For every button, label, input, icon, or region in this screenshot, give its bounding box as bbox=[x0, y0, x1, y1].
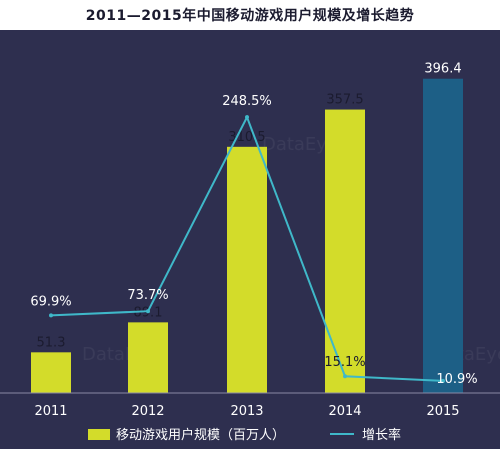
bar-value-label: 51.3 bbox=[37, 335, 66, 350]
bar-value-label: 357.5 bbox=[326, 93, 363, 108]
x-tick-label: 2014 bbox=[328, 404, 361, 419]
x-tick-label: 2015 bbox=[426, 404, 459, 419]
legend-bar-label: 移动游戏用户规模（百万人） bbox=[116, 427, 285, 443]
growth-rate-point bbox=[245, 115, 249, 120]
bar-value-label: 396.4 bbox=[424, 62, 461, 77]
legend-line-label: 增长率 bbox=[362, 427, 401, 443]
growth-rate-point bbox=[343, 374, 347, 379]
bar-2013 bbox=[227, 146, 267, 393]
growth-rate-label: 73.7% bbox=[127, 288, 168, 303]
x-tick-label: 2012 bbox=[131, 404, 164, 419]
bar-2014 bbox=[325, 109, 365, 393]
growth-rate-point bbox=[441, 378, 445, 383]
growth-rate-label: 15.1% bbox=[324, 355, 365, 370]
growth-rate-point bbox=[146, 309, 150, 314]
chart: DataEyeDataEyeDataEye 51.389.1310.5357.5… bbox=[0, 62, 500, 443]
growth-rate-point bbox=[49, 313, 53, 318]
bar-2015 bbox=[423, 78, 463, 393]
growth-rate-label: 10.9% bbox=[436, 372, 477, 387]
x-tick-label: 2013 bbox=[230, 404, 263, 419]
x-tick-label: 2011 bbox=[34, 404, 67, 419]
watermark-text: DataEye bbox=[262, 134, 338, 155]
x-axis: 2011 2012 2013 2014 2015 bbox=[0, 392, 500, 419]
chart-title: 2011—2015年中国移动游戏用户规模及增长趋势 bbox=[85, 8, 415, 24]
growth-rate-label: 248.5% bbox=[222, 94, 272, 109]
legend-bar-swatch bbox=[88, 429, 110, 440]
legend: 移动游戏用户规模（百万人） 增长率 bbox=[88, 427, 401, 443]
title-bar: 2011—2015年中国移动游戏用户规模及增长趋势 bbox=[0, 0, 500, 30]
growth-line-group: 69.9% 73.7% 248.5% 15.1% 10.9% bbox=[30, 94, 477, 387]
bar-2011 bbox=[31, 352, 71, 393]
growth-rate-label: 69.9% bbox=[30, 294, 71, 309]
bar-2012 bbox=[128, 322, 168, 393]
